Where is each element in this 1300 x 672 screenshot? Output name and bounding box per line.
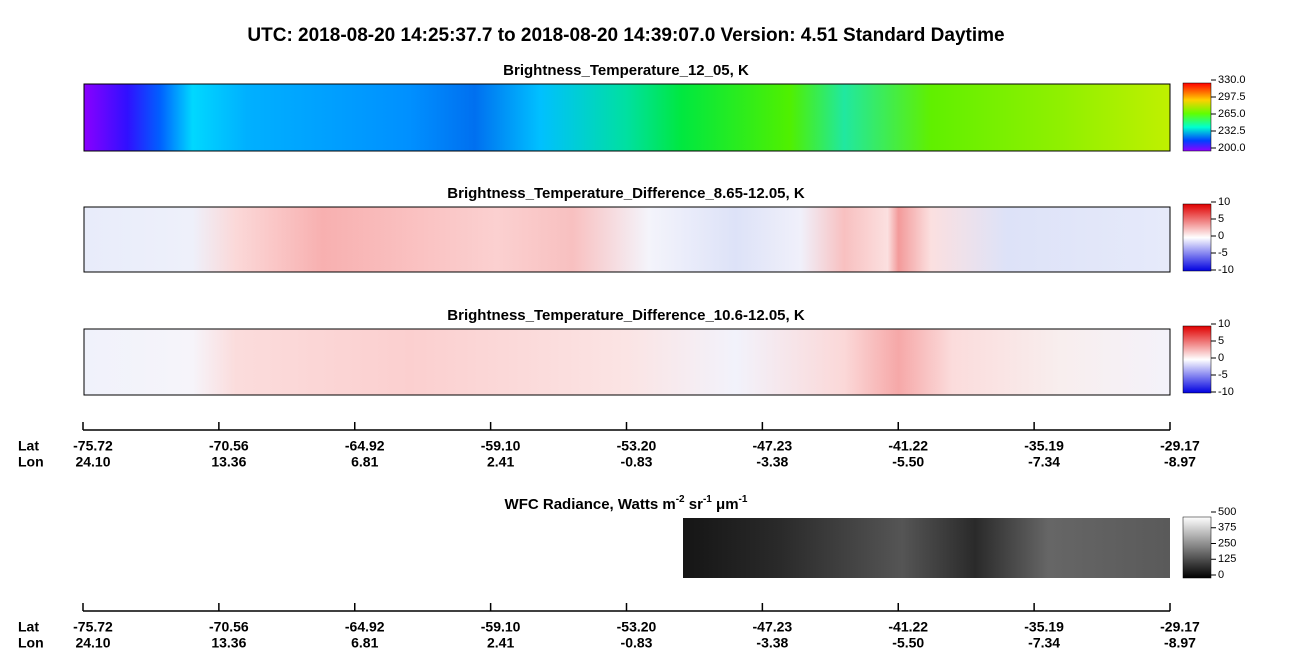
image-strip (83, 328, 1171, 396)
colorbar-label: 5 (1218, 213, 1224, 225)
lat-label: -29.17 (1160, 619, 1200, 635)
axis-label: Lat (18, 619, 39, 635)
lat-label: -41.22 (888, 619, 928, 635)
colorbar-label: 250 (1218, 537, 1236, 549)
lon-label: 2.41 (487, 635, 514, 651)
colorbar-label: 330.0 (1218, 74, 1246, 86)
colorbar-label: 500 (1218, 506, 1236, 518)
title-part: WFC Radiance, Watts m (505, 496, 676, 513)
lon-label: -8.97 (1164, 635, 1196, 651)
title-part: -1 (703, 494, 712, 505)
lat-label: -75.72 (73, 438, 113, 454)
axis-label: Lon (18, 635, 44, 651)
lat-label: -53.20 (617, 619, 657, 635)
lat-label: -75.72 (73, 619, 113, 635)
lon-label: 13.36 (211, 454, 246, 470)
colorbar (1182, 325, 1212, 394)
colorbar-label: 125 (1218, 553, 1236, 565)
panel-title: Brightness_Temperature_12_05, K (503, 62, 749, 79)
colorbar-label: -5 (1218, 247, 1228, 259)
lon-label: 13.36 (211, 635, 246, 651)
lat-label: -53.20 (617, 438, 657, 454)
lat-label: -70.56 (209, 619, 249, 635)
lon-label: 2.41 (487, 454, 514, 470)
title-part: μm (712, 496, 739, 513)
image-strip (683, 518, 1170, 578)
colorbar-label: 10 (1218, 196, 1230, 208)
colorbar-label: -10 (1218, 264, 1234, 276)
page-title: UTC: 2018-08-20 14:25:37.7 to 2018-08-20… (247, 25, 1004, 46)
title-part: -1 (739, 494, 748, 505)
lon-label: -7.34 (1028, 454, 1060, 470)
colorbar (1182, 82, 1212, 152)
lon-label: 24.10 (75, 454, 110, 470)
lat-label: -35.19 (1024, 619, 1064, 635)
colorbar-label: 297.5 (1218, 91, 1246, 103)
panel-title: Brightness_Temperature_Difference_10.6-1… (447, 307, 805, 324)
title-part: -2 (676, 494, 685, 505)
panel-title: WFC Radiance, Watts m-2 sr-1 μm-1 (505, 494, 748, 513)
axis-label: Lat (18, 438, 39, 454)
colorbar-label: 10 (1218, 318, 1230, 330)
colorbar-label: -10 (1218, 386, 1234, 398)
lon-label: 6.81 (351, 454, 378, 470)
colorbar-label: 0 (1218, 352, 1224, 364)
colorbar (1182, 203, 1212, 272)
lat-label: -70.56 (209, 438, 249, 454)
lon-label: -3.38 (756, 454, 788, 470)
panel-title: Brightness_Temperature_Difference_8.65-1… (447, 185, 805, 202)
lon-label: -0.83 (621, 454, 653, 470)
lat-label: -59.10 (481, 619, 521, 635)
lon-label: -0.83 (621, 635, 653, 651)
colorbar-label: 232.5 (1218, 125, 1246, 137)
colorbar (1182, 516, 1212, 579)
colorbar-label: 0 (1218, 230, 1224, 242)
lon-label: -3.38 (756, 635, 788, 651)
lon-label: -5.50 (892, 635, 924, 651)
lon-label: 24.10 (75, 635, 110, 651)
lat-label: -47.23 (753, 438, 793, 454)
image-strip (83, 83, 1171, 152)
lat-label: -47.23 (753, 619, 793, 635)
image-strip (83, 206, 1171, 273)
lat-label: -35.19 (1024, 438, 1064, 454)
colorbar-label: 200.0 (1218, 142, 1246, 154)
lat-label: -64.92 (345, 438, 385, 454)
colorbar-label: 5 (1218, 335, 1224, 347)
colorbar-label: 375 (1218, 522, 1236, 534)
colorbar-label: -5 (1218, 369, 1228, 381)
lon-label: -7.34 (1028, 635, 1060, 651)
lon-label: -5.50 (892, 454, 924, 470)
axis-label: Lon (18, 454, 44, 470)
title-part: sr (685, 496, 704, 513)
colorbar-label: 265.0 (1218, 108, 1246, 120)
lat-label: -64.92 (345, 619, 385, 635)
lon-label: -8.97 (1164, 454, 1196, 470)
lat-label: -41.22 (888, 438, 928, 454)
colorbar-label: 0 (1218, 569, 1224, 581)
lat-label: -59.10 (481, 438, 521, 454)
lon-label: 6.81 (351, 635, 378, 651)
lat-label: -29.17 (1160, 438, 1200, 454)
